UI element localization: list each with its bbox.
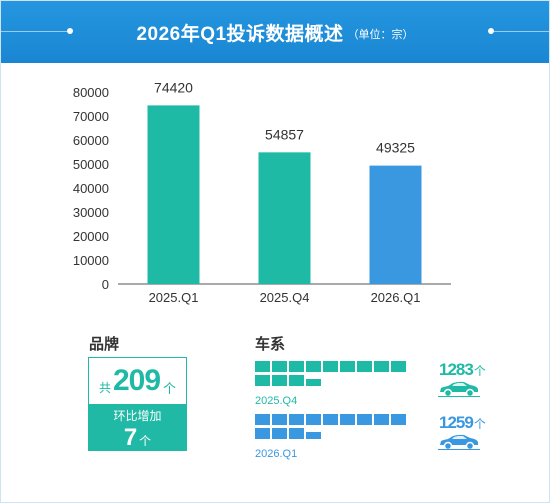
series-unit-square [374, 414, 389, 425]
y-tick-label: 40000 [73, 181, 109, 196]
header-rule-left [1, 31, 67, 32]
brand-change-unit: 个 [139, 434, 152, 448]
brand-change-label: 环比增加 [113, 409, 162, 423]
brand-count: 209 [112, 364, 161, 397]
bar-value-label: 49325 [376, 140, 415, 156]
header-rule-right [494, 31, 549, 32]
series-unit-square [340, 361, 355, 372]
series-count: 1259 个 [439, 413, 486, 433]
series-unit-square [272, 375, 287, 386]
series-unit-square [272, 414, 287, 425]
series-unit-square [391, 361, 406, 372]
series-unit-square [340, 414, 355, 425]
series-unit-square [272, 361, 287, 372]
series-unit-square [289, 414, 304, 425]
y-tick-label: 60000 [73, 133, 109, 148]
series-unit-square [391, 414, 406, 425]
series-count-value: 1259 [439, 413, 474, 432]
x-tick-label: 2025.Q4 [260, 290, 310, 305]
series-unit-square [323, 414, 338, 425]
series-unit-square [255, 375, 270, 386]
y-tick-label: 30000 [73, 205, 109, 220]
car-icon [438, 381, 480, 398]
bar [369, 165, 422, 284]
x-tick-label: 2026.Q1 [371, 290, 421, 305]
series-unit-square [357, 414, 372, 425]
unit-label: （单位：宗） [347, 29, 414, 41]
series-unit-square [255, 361, 270, 372]
series-unit-partial [306, 379, 321, 386]
series-period-label: 2026.Q1 [255, 448, 298, 460]
y-tick-label: 80000 [73, 85, 109, 100]
bar [258, 152, 311, 284]
brand-count-card: 共 209 个 环比增加 7 个 [88, 357, 187, 451]
bar-value-label: 54857 [265, 126, 304, 142]
series-count-unit: 个 [473, 364, 486, 378]
complaint-bar-chart: 0 10000 20000 30000 40000 50000 60000 70000 8000… [73, 79, 451, 305]
header-banner: 2026年Q1投诉数据概述 （单位：宗） [1, 1, 549, 63]
series-unit-square [306, 361, 321, 372]
x-tick-label: 2025.Q1 [149, 290, 199, 305]
y-tick-label: 20000 [73, 229, 109, 244]
series-unit-square [374, 361, 389, 372]
series-period-label: 2025.Q4 [255, 395, 298, 407]
series-count-value: 1283 [439, 360, 474, 379]
brand-count-prefix: 共 [98, 380, 111, 395]
y-axis: 0 10000 20000 30000 40000 50000 60000 70000 8000… [73, 85, 109, 292]
y-tick-label: 70000 [73, 109, 109, 124]
header-dot-right [488, 28, 494, 34]
series-section-label: 车系 [255, 336, 286, 353]
header-dot-left [67, 28, 73, 34]
series-unit-partial [306, 432, 321, 439]
y-tick-label: 0 [102, 277, 109, 292]
series-unit-square [306, 414, 321, 425]
series-unit-square [357, 361, 372, 372]
series-unit-square [323, 361, 338, 372]
brand-count-suffix: 个 [163, 380, 177, 396]
series-unit-square [289, 375, 304, 386]
series-count-unit: 个 [473, 417, 486, 431]
car-icon [438, 434, 480, 451]
page-title: 2026年Q1投诉数据概述 [136, 23, 344, 45]
y-tick-label: 10000 [73, 253, 109, 268]
series-unit-square [289, 361, 304, 372]
series-unit-square [255, 428, 270, 439]
series-count: 1283 个 [439, 360, 486, 380]
brand-section-label: 品牌 [89, 336, 120, 353]
bar-value-label: 74420 [154, 79, 193, 95]
bar [147, 105, 200, 284]
y-tick-label: 50000 [73, 157, 109, 172]
series-unit-square [255, 414, 270, 425]
brand-change-value: 7 [123, 424, 138, 451]
series-unit-square [289, 428, 304, 439]
series-unit-square [272, 428, 287, 439]
